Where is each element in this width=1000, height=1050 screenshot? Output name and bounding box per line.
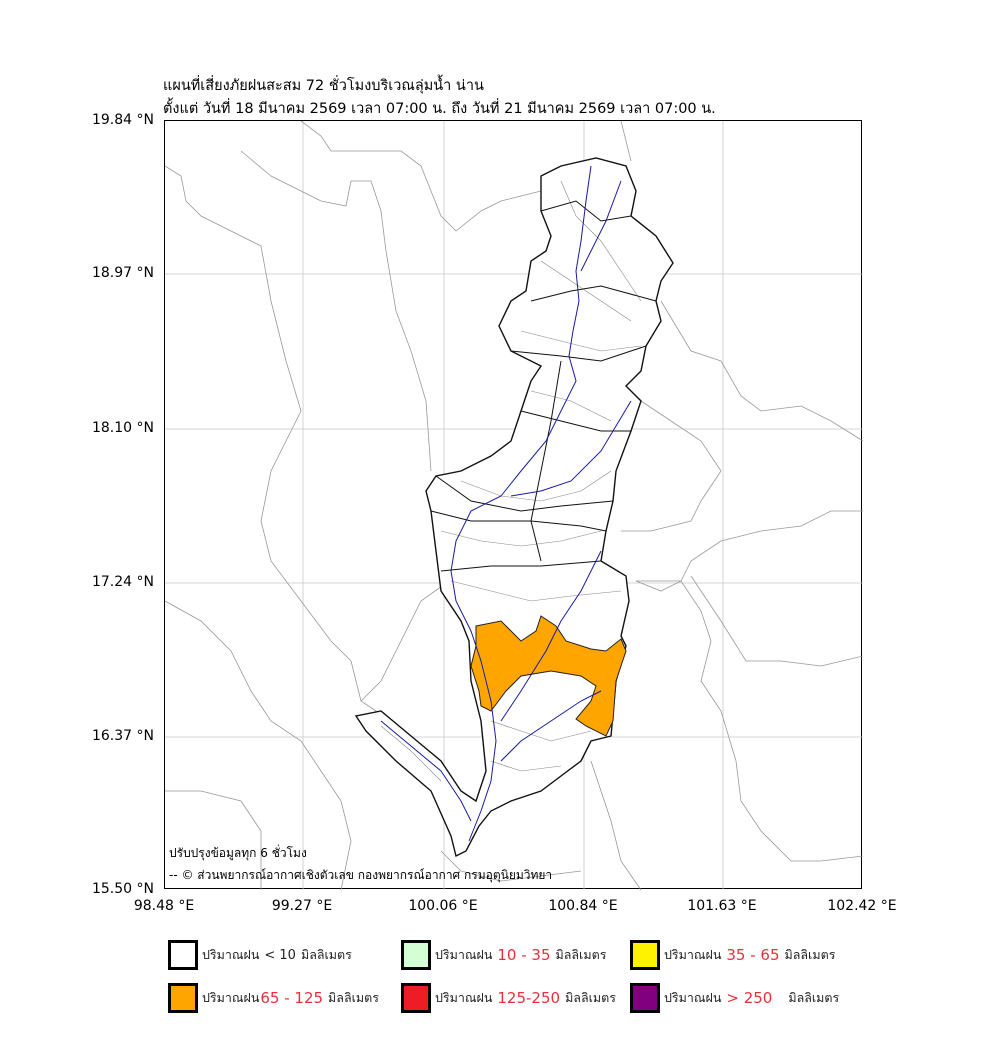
basin-map bbox=[165, 121, 863, 890]
sub-basin-lines bbox=[380, 180, 642, 782]
legend-prefix: ปริมาณฝน bbox=[202, 990, 260, 1005]
lat-tick: 18.10 °N bbox=[91, 420, 154, 436]
legend-unit: มิลลิเมตร bbox=[565, 990, 616, 1005]
legend-swatch bbox=[630, 940, 660, 970]
legend-unit: มิลลิเมตร bbox=[328, 990, 379, 1005]
legend-unit: มิลลิเมตร bbox=[555, 947, 607, 962]
lat-tick: 19.84 °N bbox=[91, 112, 154, 128]
legend-range: 125-250 bbox=[497, 989, 561, 1007]
legend-prefix: ปริมาณฝน bbox=[664, 947, 722, 962]
credit-note: -- © ส่วนพยากรณ์อากาศเชิงตัวเลข กองพยากร… bbox=[169, 868, 553, 882]
legend-item: ปริมาณฝน < 10 มิลลิเมตร bbox=[168, 940, 352, 970]
lon-tick: 98.48 °E bbox=[133, 898, 195, 914]
map-frame: ปรับปรุงข้อมูลทุก 6 ชั่วโมง -- © ส่วนพยา… bbox=[164, 120, 863, 890]
legend-prefix: ปริมาณฝน bbox=[664, 990, 722, 1005]
legend-item: ปริมาณฝน 35 - 65 มิลลิเมตร bbox=[630, 940, 835, 970]
lat-tick: 17.24 °N bbox=[91, 574, 154, 590]
legend-swatch bbox=[401, 940, 431, 970]
legend-swatch bbox=[168, 983, 198, 1013]
legend-item: ปริมาณฝน 65 - 125 มิลลิเมตร bbox=[168, 983, 379, 1013]
legend-swatch bbox=[401, 983, 431, 1013]
lat-tick: 16.37 °N bbox=[91, 728, 154, 744]
lat-tick: 15.50 °N bbox=[91, 881, 154, 897]
legend-item: ปริมาณฝน 10 - 35 มิลลิเมตร bbox=[401, 940, 606, 970]
map-subtitle-period: ตั้งแต่ วันที่ 18 มีนาคม 2569 เวลา 07:00… bbox=[163, 101, 716, 117]
sub-basin-boundaries bbox=[430, 200, 657, 572]
nan-basin-outline bbox=[354, 157, 674, 858]
risk-area-65-125mm bbox=[470, 615, 627, 737]
legend-swatch bbox=[630, 983, 660, 1013]
legend-range: > 250 bbox=[726, 989, 773, 1007]
update-note: ปรับปรุงข้อมูลทุก 6 ชั่วโมง bbox=[169, 846, 307, 860]
legend-item: ปริมาณฝน > 250 มิลลิเมตร bbox=[630, 983, 839, 1013]
lat-tick: 18.97 °N bbox=[91, 265, 154, 281]
province-boundaries bbox=[165, 121, 863, 890]
map-title: แผนที่เสี่ยงภัยฝนสะสม 72 ชั่วโมงบริเวณลุ… bbox=[163, 78, 484, 94]
legend-unit: มิลลิเมตร bbox=[784, 947, 836, 962]
legend-prefix: ปริมาณฝน bbox=[435, 990, 493, 1005]
legend-range: 65 - 125 bbox=[260, 989, 324, 1007]
lon-tick: 102.42 °E bbox=[827, 898, 897, 914]
legend-unit: มิลลิเมตร bbox=[300, 947, 352, 962]
legend-range: 10 - 35 bbox=[497, 946, 551, 964]
rivers bbox=[380, 165, 632, 842]
lon-tick: 101.63 °E bbox=[687, 898, 757, 914]
legend-range: < 10 bbox=[264, 947, 296, 963]
legend-range: 35 - 65 bbox=[726, 946, 780, 964]
lon-tick: 100.84 °E bbox=[548, 898, 618, 914]
legend-item: ปริมาณฝน 125-250 มิลลิเมตร bbox=[401, 983, 616, 1013]
legend-swatch bbox=[168, 940, 198, 970]
legend-prefix: ปริมาณฝน bbox=[202, 947, 260, 962]
lon-tick: 100.06 °E bbox=[408, 898, 478, 914]
legend-prefix: ปริมาณฝน bbox=[435, 947, 493, 962]
legend-unit: มิลลิเมตร bbox=[788, 990, 840, 1005]
lon-tick: 99.27 °E bbox=[271, 898, 333, 914]
